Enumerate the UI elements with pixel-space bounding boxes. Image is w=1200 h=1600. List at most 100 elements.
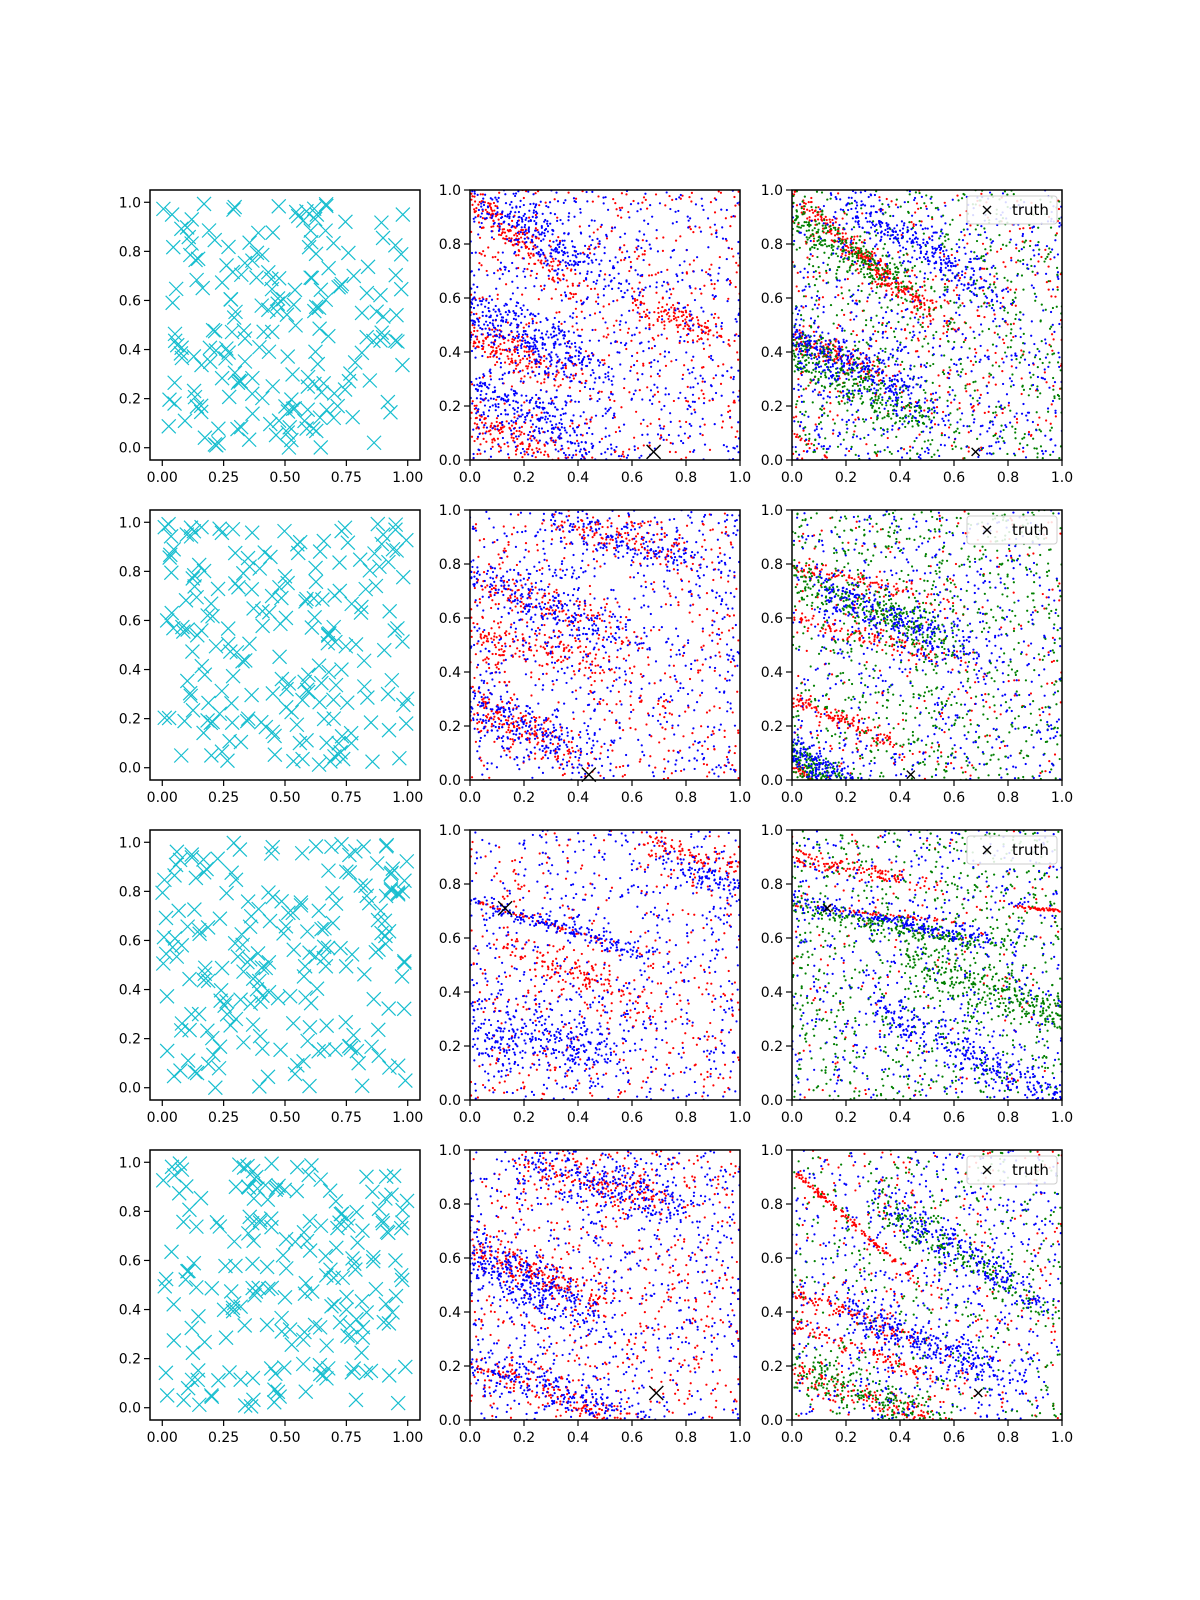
data-point [886, 266, 889, 269]
data-point [1006, 452, 1009, 456]
data-point [555, 334, 558, 337]
data-point [557, 360, 560, 363]
data-point [555, 191, 558, 194]
cross-marker [309, 207, 325, 223]
data-point [712, 334, 715, 337]
data-point [559, 218, 562, 222]
data-point [912, 295, 915, 298]
data-point [556, 264, 559, 267]
data-point [601, 414, 604, 418]
data-point [489, 433, 492, 436]
data-point [892, 277, 895, 280]
data-point [504, 311, 507, 314]
data-point [506, 355, 509, 358]
data-point [521, 333, 525, 336]
data-point [876, 355, 879, 358]
data-point [797, 360, 800, 363]
data-point [514, 238, 517, 241]
data-point [523, 212, 526, 216]
data-point [1048, 343, 1051, 346]
data-point [474, 335, 477, 338]
data-point [820, 408, 823, 412]
data-point [564, 362, 567, 365]
data-point [918, 433, 921, 436]
data-point [719, 334, 722, 337]
data-point [915, 304, 919, 308]
data-point [833, 360, 836, 363]
data-point [810, 379, 813, 382]
data-point [543, 453, 546, 456]
data-point [631, 301, 634, 305]
data-point [489, 206, 493, 209]
data-point [506, 215, 509, 218]
data-point [809, 224, 812, 227]
data-point [569, 419, 573, 422]
data-point [593, 312, 597, 315]
data-point [658, 400, 661, 403]
data-point [920, 447, 924, 450]
data-point [697, 319, 700, 322]
data-point [927, 415, 930, 418]
data-point [646, 386, 649, 389]
data-point [574, 268, 577, 271]
data-point [968, 383, 971, 386]
data-point [855, 333, 858, 337]
data-point [938, 384, 941, 387]
data-point [522, 330, 525, 333]
data-point [990, 193, 993, 196]
data-point [531, 434, 535, 438]
data-point [523, 453, 526, 456]
data-point [818, 222, 821, 225]
data-point [484, 432, 487, 435]
data-point [1044, 308, 1047, 311]
data-point [895, 282, 898, 285]
data-point [923, 280, 926, 283]
data-point [687, 404, 691, 407]
data-point [470, 270, 473, 273]
data-point [648, 263, 651, 266]
data-point [909, 287, 912, 290]
data-point [845, 431, 848, 434]
data-point [831, 359, 834, 362]
data-point [694, 225, 697, 228]
data-point [572, 293, 575, 296]
data-point [564, 404, 568, 407]
data-point [901, 360, 904, 363]
data-point [549, 255, 552, 258]
data-point [730, 215, 733, 218]
data-point [534, 235, 537, 238]
data-point [497, 345, 500, 348]
data-point [528, 216, 531, 219]
data-point [1012, 322, 1015, 325]
data-point [587, 256, 591, 259]
data-point [943, 201, 946, 204]
data-point [493, 439, 496, 442]
data-point [515, 326, 519, 329]
data-point [570, 379, 573, 383]
data-point [866, 300, 869, 303]
data-point [690, 200, 693, 203]
data-point [911, 245, 914, 248]
data-point [805, 241, 808, 244]
data-point [1058, 200, 1061, 203]
data-point [808, 263, 811, 266]
data-point [630, 354, 634, 358]
data-point [598, 240, 601, 243]
data-point [943, 286, 946, 289]
data-point [954, 394, 957, 397]
data-point [845, 248, 848, 252]
data-point [903, 420, 906, 423]
data-point [489, 375, 492, 378]
data-point [830, 239, 833, 242]
data-point [659, 353, 662, 356]
cross-marker [393, 246, 409, 262]
data-point [710, 313, 713, 316]
data-point [473, 192, 476, 195]
data-point [545, 390, 548, 393]
data-point [661, 305, 664, 309]
data-point [861, 258, 864, 262]
data-point [635, 326, 638, 329]
data-point [513, 349, 516, 352]
data-point [857, 357, 860, 361]
cross-marker [254, 247, 270, 263]
